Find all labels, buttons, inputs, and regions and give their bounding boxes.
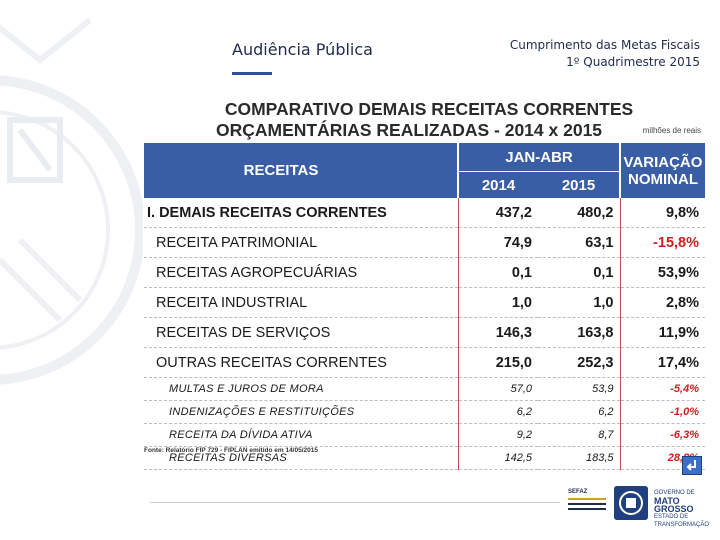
- value-2015: 63,1: [538, 227, 620, 258]
- return-arrow-icon: [686, 460, 696, 471]
- gov-small-label: GOVERNO DE: [654, 490, 695, 496]
- variation: -6,3%: [619, 423, 705, 447]
- value-2014: 146,3: [457, 317, 538, 348]
- return-icon[interactable]: [682, 456, 702, 475]
- value-2014: 57,0: [457, 377, 538, 401]
- value-2015: 53,9: [538, 377, 620, 401]
- value-2015: 0,1: [538, 257, 620, 288]
- row-label: RECEITA PATRIMONIAL: [144, 227, 458, 258]
- value-2014: 1,0: [457, 287, 538, 318]
- table-row: I. DEMAIS RECEITAS CORRENTES 437,2 480,2…: [144, 198, 705, 228]
- slide-title: COMPARATIVO DEMAIS RECEITAS CORRENTES OR…: [143, 99, 715, 141]
- row-label: INDENIZAÇÕES E RESTITUIÇÕES: [144, 400, 458, 424]
- table-row: RECEITAS AGROPECUÁRIAS 0,1 0,1 53,9%: [144, 257, 705, 288]
- col-header-2014: 2014: [457, 171, 538, 198]
- value-2015: 6,2: [538, 400, 620, 424]
- presentation-subtitle: Cumprimento das Metas Fiscais 1º Quadrim…: [500, 37, 700, 71]
- presentation-title: Audiência Pública: [232, 40, 373, 59]
- footer-divider: [150, 502, 560, 503]
- variation: 2,8%: [619, 287, 705, 318]
- col-header-period: JAN-ABR: [457, 143, 620, 172]
- table-row: RECEITA INDUSTRIAL 1,0 1,0 2,8%: [144, 287, 705, 318]
- value-2014: 9,2: [457, 423, 538, 447]
- revenue-table: RECEITAS JAN-ABR VARIAÇÃO NOMINAL 2014 2…: [144, 143, 705, 470]
- row-label: RECEITA INDUSTRIAL: [144, 287, 458, 318]
- variation: 9,8%: [619, 198, 705, 228]
- table-row: MULTAS E JUROS DE MORA 57,0 53,9 -5,4%: [144, 377, 705, 401]
- state-seal-icon: [614, 486, 648, 520]
- table-row: RECEITA DA DÍVIDA ATIVA 9,2 8,7 -6,3%: [144, 423, 705, 447]
- value-2015: 163,8: [538, 317, 620, 348]
- value-2015: 183,5: [538, 446, 620, 470]
- variation: 53,9%: [619, 257, 705, 288]
- variation: -1,0%: [619, 400, 705, 424]
- row-label: RECEITAS DIVERSAS: [144, 446, 458, 470]
- value-2014: 74,9: [457, 227, 538, 258]
- row-label: RECEITA DA DÍVIDA ATIVA: [144, 423, 458, 447]
- slide-title-line-1: COMPARATIVO DEMAIS RECEITAS CORRENTES: [224, 99, 634, 119]
- value-2014: 437,2: [457, 198, 538, 228]
- row-label: RECEITAS AGROPECUÁRIAS: [144, 257, 458, 288]
- row-label: RECEITAS DE SERVIÇOS: [144, 317, 458, 348]
- col-header-variation: VARIAÇÃO NOMINAL: [619, 143, 705, 198]
- value-2015: 252,3: [538, 347, 620, 378]
- variation: -5,4%: [619, 377, 705, 401]
- sefaz-label: SEFAZ: [568, 489, 588, 495]
- revenue-comparison-slide: COMPARATIVO DEMAIS RECEITAS CORRENTES OR…: [143, 96, 715, 470]
- subtitle-line-2: 1º Quadrimestre 2015: [566, 55, 700, 69]
- government-logo: GOVERNO DE MATO GROSSO ESTADO DE TRANSFO…: [654, 489, 713, 529]
- value-2014: 142,5: [457, 446, 538, 470]
- sefaz-logo-icon: SEFAZ: [568, 489, 606, 510]
- unit-label: milhões de reais: [642, 126, 701, 135]
- title-underline: [232, 72, 272, 75]
- gov-name: MATO GROSSO: [654, 496, 694, 514]
- slide-title-line-2: ORÇAMENTÁRIAS REALIZADAS - 2014 x 2015: [215, 120, 603, 140]
- footer-logos: SEFAZ GOVERNO DE MATO GROSSO ESTADO DE T…: [568, 486, 713, 528]
- table-row: RECEITAS DE SERVIÇOS 146,3 163,8 11,9%: [144, 317, 705, 348]
- value-2014: 0,1: [457, 257, 538, 288]
- value-2014: 215,0: [457, 347, 538, 378]
- variation: 17,4%: [619, 347, 705, 378]
- table-row: RECEITA PATRIMONIAL 74,9 63,1 -15,8%: [144, 227, 705, 258]
- value-2015: 1,0: [538, 287, 620, 318]
- watermark-seal-icon: [0, 17, 145, 385]
- gov-sub-label: ESTADO DE TRANSFORMAÇÃO: [654, 514, 710, 528]
- subtitle-line-1: Cumprimento das Metas Fiscais: [509, 38, 700, 52]
- value-2015: 480,2: [538, 198, 620, 228]
- row-label: MULTAS E JUROS DE MORA: [144, 377, 458, 401]
- row-label: I. DEMAIS RECEITAS CORRENTES: [144, 198, 458, 228]
- variation: -15,8%: [619, 227, 705, 258]
- table-row: INDENIZAÇÕES E RESTITUIÇÕES 6,2 6,2 -1,0…: [144, 400, 705, 424]
- col-header-2015: 2015: [538, 171, 620, 198]
- source-note: Fonte: Relatório FIP 729 - FIPLAN emitid…: [144, 447, 318, 454]
- table-row: OUTRAS RECEITAS CORRENTES 215,0 252,3 17…: [144, 347, 705, 378]
- row-label: OUTRAS RECEITAS CORRENTES: [144, 347, 458, 378]
- col-header-receitas: RECEITAS: [144, 143, 458, 198]
- value-2015: 8,7: [538, 423, 620, 447]
- variation: 11,9%: [619, 317, 705, 348]
- value-2014: 6,2: [457, 400, 538, 424]
